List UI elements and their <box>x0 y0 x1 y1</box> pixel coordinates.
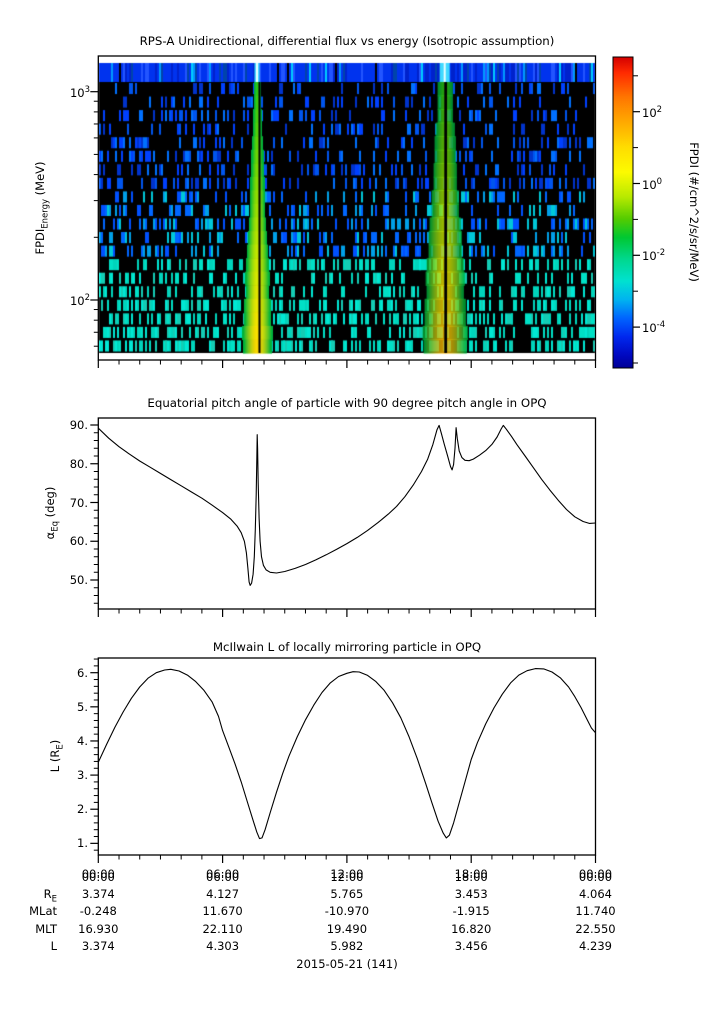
colorbar-tick-label: 102 <box>642 104 663 120</box>
spectrogram-y-axis-label: FPDIEnergy (MeV) <box>33 161 51 255</box>
table-row-label: L <box>50 939 57 953</box>
spectrogram-title: RPS-A Unidirectional, differential flux … <box>139 34 555 48</box>
pitch-angle-y-tick-label: 90. <box>69 418 88 432</box>
table-time-label: 00:00 <box>81 870 115 884</box>
table-cell: 16.930 <box>78 922 119 936</box>
spectrogram-heatmap <box>98 56 596 360</box>
table-time-label: 00:00 <box>578 870 613 884</box>
table-cell: 5.982 <box>330 939 364 953</box>
table-cell: -1.915 <box>452 904 490 918</box>
table-cell: 4.239 <box>579 939 612 953</box>
x-tick-label: 12:00 <box>330 867 364 881</box>
mcilwain-l-curve <box>98 668 596 840</box>
mcilwain-y-axis-label: L (RE) <box>48 739 66 773</box>
table-time-label: 06:00 <box>206 870 240 884</box>
table-row-label: RE <box>43 887 57 905</box>
table-cell: 4.127 <box>206 887 240 901</box>
pitch-angle-y-tick-label: 60. <box>69 534 88 549</box>
colorbar-label: FPDI (#/cm^2/s/sr/MeV) <box>687 142 701 282</box>
table-cell: 22.110 <box>202 922 243 936</box>
pitch-angle-curve <box>98 424 596 586</box>
colorbar <box>613 57 633 368</box>
table-time-label: 18:00 <box>454 870 488 884</box>
mcilwain-y-tick-label: 2. <box>77 802 88 817</box>
pitch-angle-y-tick-label: 80. <box>69 456 88 471</box>
table-cell: 3.374 <box>81 939 115 953</box>
table-cell: 16.820 <box>451 922 492 936</box>
table-cell: -0.248 <box>79 904 117 918</box>
table-cell: 3.374 <box>81 887 115 901</box>
mcilwain-title: McIlwain L of locally mirroring particle… <box>212 640 482 654</box>
table-cell: 4.064 <box>579 887 612 901</box>
table-cell: 3.456 <box>454 939 488 953</box>
colorbar-tick-label: 10-2 <box>642 248 666 264</box>
pitch-angle-y-tick-label: 50. <box>69 573 88 587</box>
spectrogram-y-tick-label: 102 <box>69 293 90 308</box>
table-cell: 3.453 <box>454 887 488 901</box>
colorbar-tick-label: 100 <box>642 176 663 192</box>
x-tick-label: 18:00 <box>454 867 488 881</box>
pitch-angle-y-tick-label: 70. <box>69 495 88 510</box>
table-row-label: MLat <box>29 904 57 918</box>
table-cell: 11.740 <box>575 904 616 918</box>
x-tick-label: 00:00 <box>578 867 613 881</box>
x-tick-label: 00:00 <box>81 867 115 881</box>
table-cell: 4.303 <box>206 939 240 953</box>
mcilwain-y-tick-label: 4. <box>77 733 88 748</box>
date-label: 2015-05-21 (141) <box>296 957 398 971</box>
table-cell: 22.550 <box>575 922 616 936</box>
table-cell: 5.765 <box>330 887 364 901</box>
mcilwain-y-tick-label: 6. <box>77 665 88 680</box>
mcilwain-y-tick-label: 1. <box>77 836 88 851</box>
mcilwain-y-tick-label: 5. <box>77 699 88 714</box>
table-row-label: MLT <box>35 922 57 936</box>
table-cell: 11.670 <box>202 904 243 918</box>
table-time-label: 12:00 <box>330 870 364 884</box>
mcilwain-y-tick-label: 3. <box>77 768 88 783</box>
spectrogram-y-tick-label: 103 <box>69 84 90 100</box>
x-tick-label: 06:00 <box>206 867 240 881</box>
pitch-angle-title: Equatorial pitch angle of particle with … <box>147 396 547 410</box>
table-cell: -10.970 <box>324 904 370 918</box>
table-cell: 19.490 <box>326 922 368 936</box>
colorbar-tick-label: 10-4 <box>642 320 666 335</box>
